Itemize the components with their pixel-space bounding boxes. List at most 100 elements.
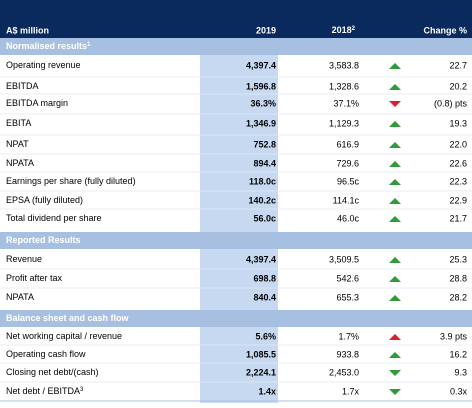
- row-label: Total dividend per share: [6, 213, 102, 223]
- value-2018: 96.5c: [337, 176, 360, 186]
- value-2018: 542.6: [336, 273, 359, 283]
- change-value: 22.3: [449, 176, 467, 186]
- value-2019: 118.0c: [249, 176, 276, 186]
- row-label: NPATA: [6, 158, 34, 168]
- change-value: 28.2: [449, 292, 467, 302]
- row-label-text: NPAT: [6, 139, 29, 149]
- section-title: Normalised results1: [6, 41, 91, 51]
- value-2018: 1,129.3: [329, 118, 359, 128]
- row-label: EBITA: [6, 118, 31, 128]
- trend-arrow: [389, 101, 401, 107]
- change-value: 22.9: [449, 195, 467, 205]
- trend-arrow: [389, 276, 401, 282]
- section-title: Balance sheet and cash flow: [6, 313, 130, 323]
- section-title-text: Reported Results: [6, 235, 81, 245]
- row-label-text: Net working capital / revenue: [6, 331, 122, 341]
- trend-arrow: [389, 142, 401, 148]
- value-2019: 1,346.9: [246, 118, 276, 128]
- row-label-text: Revenue: [6, 254, 42, 264]
- section-title-text: Balance sheet and cash flow: [6, 313, 130, 323]
- section-band: [0, 38, 472, 55]
- section-band: [0, 310, 472, 327]
- value-2019: 752.8: [253, 139, 276, 149]
- value-2019: 4,397.4: [246, 60, 276, 70]
- row-label-text: Closing net debt/(cash): [6, 367, 99, 377]
- row-label-text: NPATA: [6, 158, 34, 168]
- trend-arrow: [389, 295, 401, 301]
- trend-arrow: [389, 161, 401, 167]
- row-label-text: Total dividend per share: [6, 213, 102, 223]
- value-2018: 933.8: [336, 349, 359, 359]
- value-2019: 5.6%: [255, 331, 276, 341]
- value-2018: 1,328.6: [329, 81, 359, 91]
- change-value: 22.0: [449, 139, 467, 149]
- section-band: [0, 232, 472, 249]
- change-value: 22.7: [449, 60, 467, 70]
- header-band: [0, 0, 472, 38]
- row-label-sup: 3: [80, 387, 84, 393]
- year-2019: 2019: [256, 25, 276, 35]
- row-label: Net working capital / revenue: [6, 331, 122, 341]
- year-2018: 20182: [332, 25, 356, 35]
- value-2019: 1,085.5: [246, 349, 276, 359]
- row-label-text: Earnings per share (fully diluted): [6, 176, 136, 186]
- trend-arrow: [389, 179, 401, 185]
- value-2018: 37.1%: [333, 98, 359, 108]
- change-value: 25.3: [449, 254, 467, 264]
- value-2019: 1.4x: [258, 386, 276, 396]
- highlight-column: [200, 0, 278, 403]
- value-2019: 698.8: [253, 273, 276, 283]
- row-label-text: EBITDA: [6, 81, 39, 91]
- value-2019: 894.4: [253, 158, 276, 168]
- value-2018: 3,583.8: [329, 60, 359, 70]
- row-label: EBITDA: [6, 81, 39, 91]
- row-label: Earnings per share (fully diluted): [6, 176, 136, 186]
- change-header: Change %: [423, 25, 467, 35]
- value-2018: 1.7%: [338, 331, 359, 341]
- value-2019: 840.4: [253, 292, 276, 302]
- value-2019: 1,596.8: [246, 81, 276, 91]
- value-2018: 2,453.0: [329, 367, 359, 377]
- change-value: 16.2: [449, 349, 467, 359]
- row-label-text: Operating revenue: [6, 60, 81, 70]
- change-value: 28.8: [449, 273, 467, 283]
- trend-arrow: [389, 334, 401, 340]
- section-title-text: Normalised results: [6, 41, 87, 51]
- trend-arrow: [389, 121, 401, 127]
- value-2018: 1.7x: [342, 386, 360, 396]
- row-label: Operating cash flow: [6, 349, 86, 359]
- value-2018: 729.6: [336, 158, 359, 168]
- row-label-text: Net debt / EBITDA: [6, 386, 80, 396]
- value-2018: 46.0c: [337, 213, 360, 223]
- trend-arrow: [389, 63, 401, 69]
- trend-arrow: [389, 257, 401, 263]
- change-value: (0.8) pts: [434, 98, 468, 108]
- trend-arrow: [389, 84, 401, 90]
- value-2018: 114.1c: [333, 195, 360, 205]
- value-2018: 3,509.5: [329, 254, 359, 264]
- change-value: 20.2: [449, 81, 467, 91]
- value-2019: 56.0c: [253, 213, 276, 223]
- row-label: Net debt / EBITDA3: [6, 386, 84, 396]
- row-label-text: EBITA: [6, 118, 31, 128]
- value-2018: 616.9: [336, 139, 359, 149]
- value-2019: 36.3%: [250, 98, 276, 108]
- trend-arrow: [389, 216, 401, 222]
- trend-arrow: [389, 198, 401, 204]
- row-label: NPATA: [6, 292, 34, 302]
- unit-label: A$ million: [6, 25, 49, 35]
- row-label: Revenue: [6, 254, 42, 264]
- value-2018: 655.3: [336, 292, 359, 302]
- change-value: 9.3: [454, 367, 467, 377]
- row-label-text: Operating cash flow: [6, 349, 86, 359]
- row-label: EBITDA margin: [6, 98, 68, 108]
- row-label-text: Profit after tax: [6, 273, 63, 283]
- section-title-sup: 1: [87, 42, 91, 48]
- trend-arrow: [389, 352, 401, 358]
- trend-arrow: [389, 389, 401, 395]
- row-label: Profit after tax: [6, 273, 63, 283]
- change-value: 3.9 pts: [440, 331, 468, 341]
- trend-arrow: [389, 370, 401, 376]
- section-title: Reported Results: [6, 235, 81, 245]
